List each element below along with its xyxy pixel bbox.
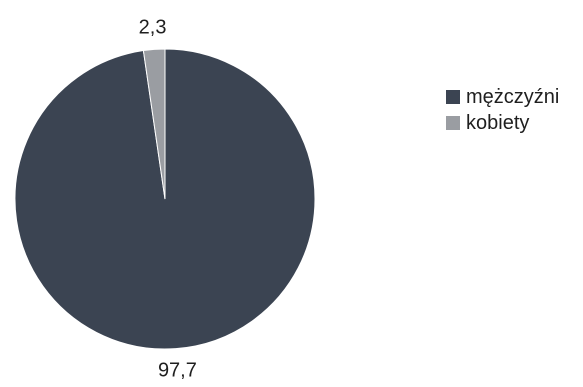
- legend-swatch-women: [446, 116, 460, 130]
- slice-women: [142, 48, 166, 200]
- legend-label-men: mężczyźni: [466, 85, 560, 108]
- legend-label-women: kobiety: [466, 111, 530, 134]
- data-label-women: 2,3: [139, 16, 167, 38]
- legend: mężczyźni kobiety: [446, 84, 559, 136]
- legend-item-women: kobiety: [446, 110, 559, 136]
- data-label-men: 97,7: [158, 360, 197, 382]
- legend-swatch-men: [446, 90, 460, 104]
- pie-slices: [14, 48, 316, 350]
- legend-item-men: mężczyźni: [446, 84, 559, 110]
- pie-data-labels: 97,7 2,3: [139, 16, 197, 381]
